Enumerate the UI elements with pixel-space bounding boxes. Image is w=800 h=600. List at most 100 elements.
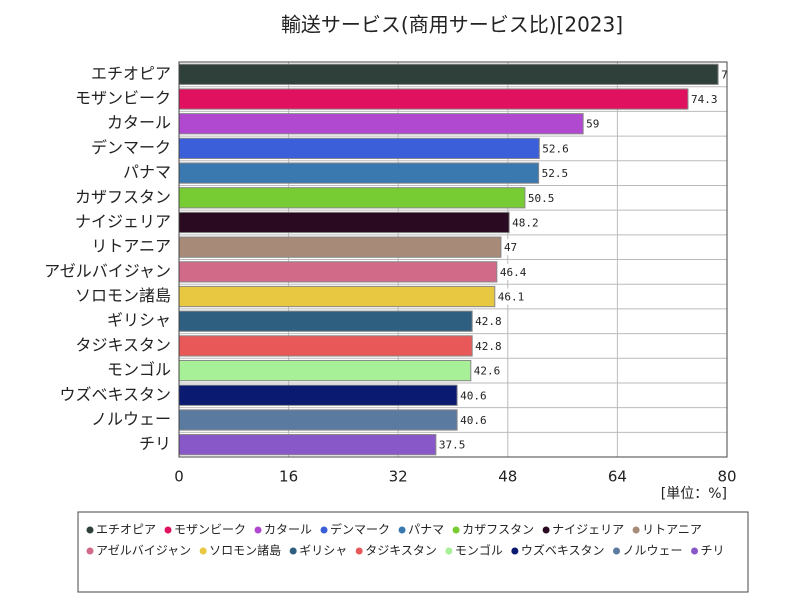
y-tick-label: モザンビーク [75,89,171,108]
y-tick-label: モンゴル [107,360,171,379]
legend-label: エチオピア [96,523,156,537]
legend-label: ナイジェリア [552,523,624,537]
y-tick-label: ギリシャ [107,311,171,330]
value-label-bg [436,436,469,453]
x-tick-label: 64 [608,468,627,486]
bar [179,63,719,85]
x-tick-label: 48 [498,468,517,486]
x-tick-label: 80 [717,468,736,486]
value-label-bg [473,313,505,330]
value-label-bg [458,387,490,404]
value-label: 42.8 [475,340,502,353]
legend-label: アゼルバイジャン [96,544,191,558]
legend-label: ノルウェー [623,544,683,558]
legend-label: モンゴル [455,543,503,558]
value-label-bg [719,66,727,83]
bar [179,187,526,209]
value-label-bg [584,115,603,132]
value-label: 46.4 [500,266,527,279]
y-tick-label: ソロモン諸島 [75,286,171,305]
plot: 78.774.3 59 52.6 52.5 50.5 48.2 47 46.4 46.1 42.8… [179,61,748,458]
legend-marker [445,547,453,555]
legend-marker [199,547,207,555]
x-tick-label: 16 [279,468,298,486]
chart-title: 輸送サービス(商用サービス比)[2023] [281,13,623,37]
value-label: 42.6 [474,365,501,378]
legend-marker [542,526,550,534]
legend-label: ギリシャ [299,544,347,558]
legend-label: タジキスタン [365,544,437,558]
y-tick-label: ウズベキスタン [59,385,171,404]
legend-marker [86,547,94,555]
value-label-bg [497,263,530,280]
value-label-bg [458,411,490,428]
y-tick-label: カザフスタン [75,187,171,206]
legend-marker [511,547,519,555]
value-label-bg [510,214,542,231]
legend-label: ウズベキスタン [521,543,605,558]
value-label: 46.1 [498,291,525,304]
y-tick-label: エチオピア [91,64,171,83]
legend-label: デンマーク [330,522,390,537]
legend-marker [254,526,262,534]
value-label-bg [539,165,572,182]
value-label-bg [525,189,558,206]
bar [179,310,473,332]
legend-marker [398,526,406,534]
y-tick-label: カタール [107,113,171,132]
value-label: 37.5 [439,439,466,452]
legend-label: チリ [701,544,725,558]
bar [179,384,458,406]
value-label: 40.6 [460,389,487,402]
value-label: 78.7 [721,68,748,81]
value-label: 52.5 [542,167,569,180]
bar [179,409,458,431]
value-label-bg [495,288,528,305]
y-tick-label: タジキスタン [75,335,171,354]
value-label: 42.8 [475,315,502,328]
legend-label: カタール [264,523,312,537]
y-tick-label: デンマーク [91,138,171,157]
legend-marker [613,547,621,555]
bar [179,211,510,234]
value-label: 50.5 [528,192,555,205]
value-label: 48.2 [512,216,539,229]
bar [179,88,689,110]
y-tick-label: リトアニア [91,237,171,256]
x-tick-label: 0 [174,468,184,486]
bar [179,285,496,308]
value-label-bg [501,239,521,256]
value-label: 52.6 [542,142,569,155]
x-tick-label: 32 [389,468,408,486]
plot-border [178,61,728,458]
legend-label: ソロモン諸島 [209,543,281,558]
legend-marker [452,526,460,534]
y-tick-label: チリ [139,434,171,453]
value-label-bg [540,140,572,157]
value-label: 47 [504,241,517,254]
legend-marker [320,526,328,534]
bar [179,162,540,184]
legend-marker [691,547,699,555]
y-tick-label: アゼルバイジャン [44,261,171,280]
bar [179,335,473,357]
value-label-bg [473,337,505,354]
value-label: 59 [586,118,599,131]
bar [179,434,437,456]
y-tick-label: ナイジェリア [75,212,171,231]
legend-marker [632,526,640,534]
legend-label: モザンビーク [174,523,246,537]
legend-box [77,511,749,593]
bar [179,113,584,135]
legend-marker [355,547,363,555]
bar [179,261,498,283]
bar [179,236,502,258]
legend-marker [164,526,172,534]
value-label: 74.3 [691,93,718,106]
legend-label: パナマ [408,523,444,537]
value-label-bg [688,91,721,108]
legend-marker [289,547,297,555]
bar [179,359,472,382]
y-tick-label: ノルウェー [91,409,171,428]
